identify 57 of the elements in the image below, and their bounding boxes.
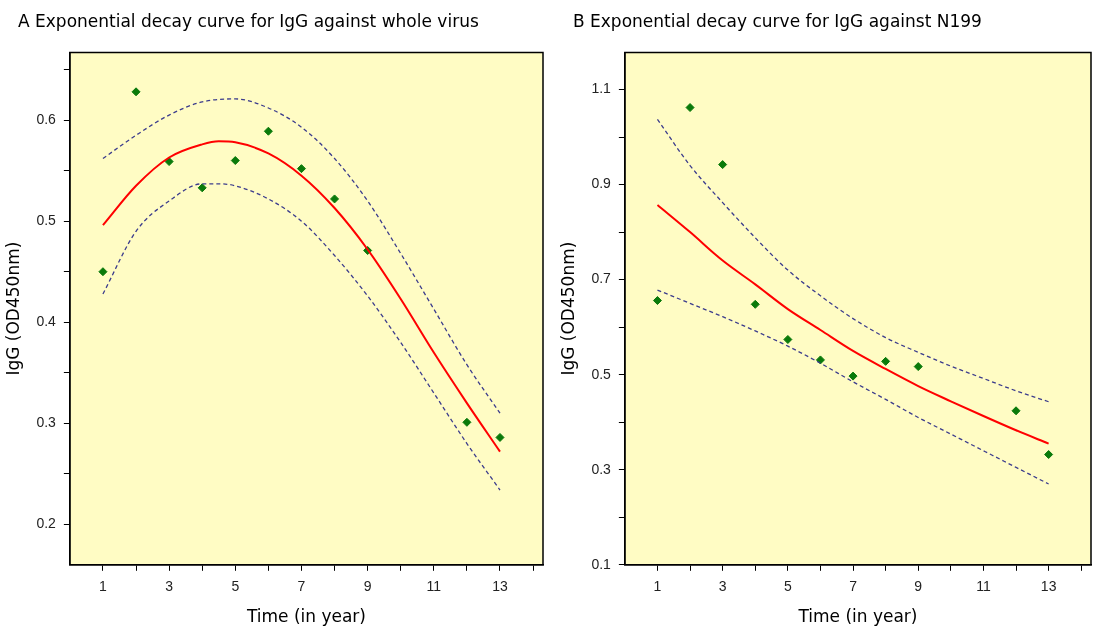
x-tick-label: 9 [914, 578, 923, 595]
point [913, 362, 923, 372]
x-tick-label: 13 [492, 578, 508, 595]
x-tick-label: 5 [783, 578, 792, 595]
line-series [102, 98, 501, 414]
line-series [656, 289, 1050, 485]
x-tick-label: 5 [231, 578, 240, 595]
y-tick-label: 0.5 [591, 365, 612, 382]
line-series [101, 140, 501, 453]
y-tick-label: 0.3 [36, 414, 57, 431]
x-tick-label: 9 [363, 578, 372, 595]
point [881, 356, 891, 366]
y-tick-label: 0.5 [36, 212, 57, 229]
point [652, 296, 662, 306]
point [718, 160, 728, 170]
point [848, 371, 858, 381]
y-axis-title: IgG (OD450nm) [2, 241, 23, 376]
chart-title: B Exponential decay curve for IgG against N199 [572, 10, 983, 33]
point [1044, 450, 1054, 460]
x-tick-label: 11 [976, 578, 991, 595]
point [462, 417, 472, 427]
x-tick-label: 1 [99, 578, 108, 595]
x-tick-label: 11 [426, 578, 442, 595]
x-tick-label: 1 [653, 578, 662, 595]
point [164, 157, 174, 167]
point [131, 87, 141, 97]
point [263, 126, 273, 136]
point [197, 183, 207, 193]
line-series [656, 203, 1050, 445]
point [783, 335, 793, 344]
y-tick-label: 0.3 [591, 460, 612, 477]
y-tick-label: 0.1 [591, 555, 612, 572]
point [1011, 406, 1021, 416]
x-tick-label: 7 [849, 578, 858, 595]
x-tick-label: 13 [1040, 578, 1057, 595]
y-axis-title: IgG (OD450nm) [557, 241, 578, 376]
chart-title: A Exponential decay curve for IgG against whole virus [17, 10, 480, 33]
point [685, 103, 695, 113]
point [296, 164, 306, 174]
point [98, 267, 108, 277]
y-tick-label: 0.2 [36, 515, 57, 532]
y-tick-label: 1.1 [591, 80, 612, 97]
y-tick-label: 0.6 [36, 110, 57, 127]
point [230, 156, 240, 166]
y-tick-label: 0.4 [36, 313, 57, 330]
x-axis-title: Time (in year) [245, 606, 366, 627]
point [750, 299, 760, 309]
x-axis-title: Time (in year) [797, 606, 918, 627]
x-tick-label: 7 [297, 578, 306, 595]
y-tick-label: 0.7 [591, 270, 612, 287]
point [495, 432, 505, 442]
line-series [102, 183, 501, 491]
y-tick-label: 0.9 [591, 175, 612, 192]
x-tick-label: 3 [718, 578, 727, 595]
line-series [656, 118, 1050, 403]
x-tick-label: 3 [165, 578, 174, 595]
point [330, 194, 340, 204]
